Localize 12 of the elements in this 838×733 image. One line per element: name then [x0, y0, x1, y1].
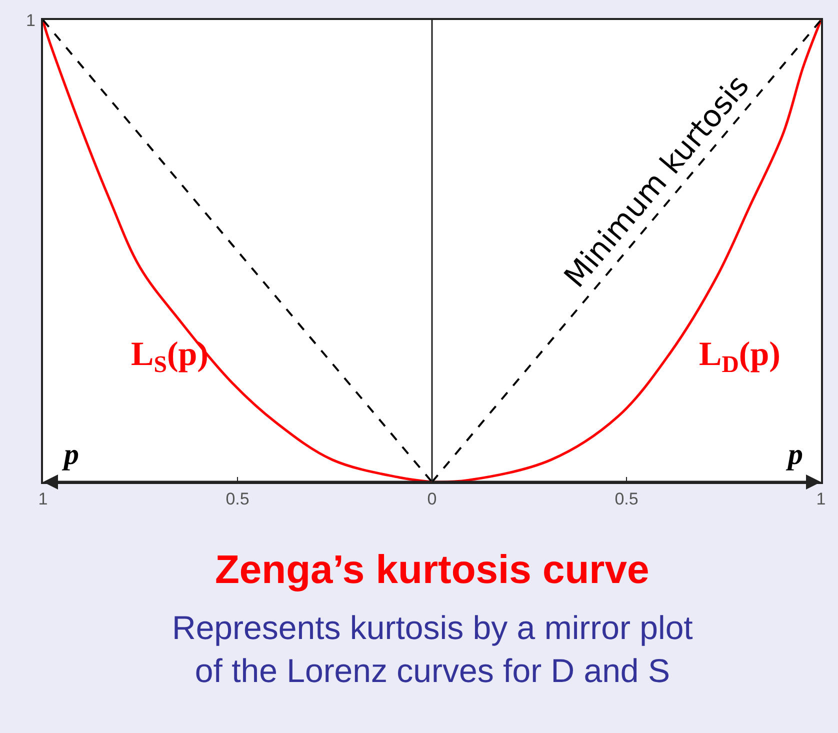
annotation: p [785, 438, 803, 471]
x-tick-label: 0 [427, 489, 437, 508]
series-label: L$_{S}$(p) [131, 336, 208, 378]
x-tick-label: 1 [816, 489, 826, 508]
annotation: p [61, 438, 79, 471]
x-tick-label: 0.5 [614, 489, 638, 508]
text: Represents kurtosis by a mirror plot of the Lorenz curves for D and S [172, 609, 693, 689]
annotation: 1 [26, 11, 36, 30]
x-tick-label: 0.5 [226, 489, 250, 508]
text: Zenga’s kurtosis curve [215, 548, 650, 592]
series-label: L$_{D}$(p) [699, 336, 780, 378]
x-tick-label: 1 [38, 489, 48, 508]
